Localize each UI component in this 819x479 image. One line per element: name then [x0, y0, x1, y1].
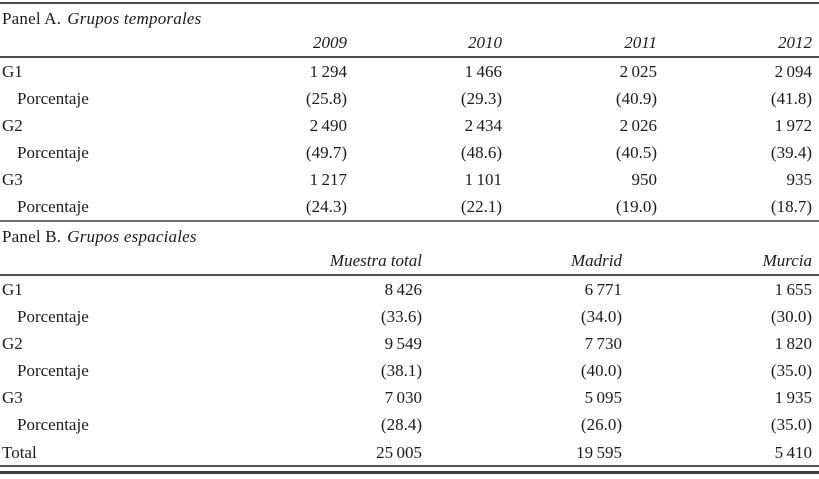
header-spacer: [2, 249, 192, 274]
pct-cell: (40.0): [580, 361, 622, 380]
value-cell: 7 030: [384, 388, 422, 407]
pct-cell: (39.4): [770, 143, 812, 162]
pct-cell: (35.0): [770, 415, 812, 434]
pct-cell: (34.0): [580, 307, 622, 326]
value-cell: 6 771: [584, 280, 622, 299]
pct-cell: (33.6): [380, 307, 422, 326]
pct-cell: (40.5): [615, 143, 657, 162]
value-cell: 9 549: [384, 334, 422, 353]
value-cell: 2 026: [619, 116, 657, 135]
column-header-2010: 2010: [468, 33, 502, 52]
table-row-percentage: Porcentaje (24.3) (22.1) (19.0) (18.7): [0, 193, 819, 220]
table-row-percentage: Porcentaje (33.6) (34.0) (30.0): [0, 303, 819, 330]
pct-cell: (38.1): [380, 361, 422, 380]
panel-separator-rule: [0, 220, 819, 222]
pct-cell: (48.6): [460, 143, 502, 162]
table-row-g3: G3 1 217 1 101 950 935: [0, 166, 819, 193]
column-header-murcia: Murcia: [762, 251, 812, 270]
panel-a-title: Panel A. Grupos temporales: [0, 4, 819, 31]
table-row-percentage: Porcentaje (49.7) (48.6) (40.5) (39.4): [0, 139, 819, 166]
value-cell: 2 094: [774, 62, 812, 81]
table-row-percentage: Porcentaje (25.8) (29.3) (40.9) (41.8): [0, 85, 819, 112]
total-value-cell: 25 005: [376, 443, 422, 462]
pct-cell: (25.8): [305, 89, 347, 108]
panel-b-header-row: Muestra total Madrid Murcia: [0, 249, 819, 274]
column-header-muestra-total: Muestra total: [329, 251, 422, 270]
row-label: G3: [2, 388, 23, 407]
table-row-g3: G3 7 030 5 095 1 935: [0, 384, 819, 411]
pct-cell: (49.7): [305, 143, 347, 162]
value-cell: 1 820: [774, 334, 812, 353]
row-label: Porcentaje: [17, 361, 89, 380]
row-label: Porcentaje: [17, 143, 89, 162]
value-cell: 8 426: [384, 280, 422, 299]
table-row-percentage: Porcentaje (38.1) (40.0) (35.0): [0, 357, 819, 384]
pct-cell: (35.0): [770, 361, 812, 380]
value-cell: 7 730: [584, 334, 622, 353]
value-cell: 2 490: [309, 116, 347, 135]
total-label: Total: [2, 443, 37, 462]
value-cell: 2 434: [464, 116, 502, 135]
row-label: G1: [2, 62, 23, 81]
value-cell: 1 294: [309, 62, 347, 81]
panel-b-header-rule: [0, 274, 819, 276]
panel-b-title: Panel B. Grupos espaciales: [0, 222, 819, 249]
pct-cell: (22.1): [460, 197, 502, 216]
row-label: G2: [2, 334, 23, 353]
row-label: Porcentaje: [17, 415, 89, 434]
pct-cell: (24.3): [305, 197, 347, 216]
value-cell: 1 101: [464, 170, 502, 189]
value-cell: 1 655: [774, 280, 812, 299]
pct-cell: (40.9): [615, 89, 657, 108]
panel-b-title-italic: Grupos espaciales: [67, 227, 197, 246]
panel-a-title-italic: Grupos temporales: [67, 9, 202, 28]
row-label: G3: [2, 170, 23, 189]
bottom-inner-rule: [0, 465, 819, 467]
column-header-2012: 2012: [778, 33, 812, 52]
total-value-cell: 19 595: [576, 443, 622, 462]
value-cell: 1 217: [309, 170, 347, 189]
top-rule: [0, 2, 819, 4]
value-cell: 1 972: [774, 116, 812, 135]
value-cell: 935: [786, 170, 813, 189]
value-cell: 1 935: [774, 388, 812, 407]
value-cell: 2 025: [619, 62, 657, 81]
bottom-outer-rule: [0, 471, 819, 474]
row-label: G2: [2, 116, 23, 135]
panel-b-title-prefix: Panel B.: [2, 227, 62, 246]
table-row-percentage: Porcentaje (28.4) (26.0) (35.0): [0, 411, 819, 438]
value-cell: 950: [631, 170, 658, 189]
table-row-g1: G1 8 426 6 771 1 655: [0, 276, 819, 303]
column-header-2009: 2009: [313, 33, 347, 52]
value-cell: 5 095: [584, 388, 622, 407]
total-value-cell: 5 410: [774, 443, 812, 462]
table-row-g2: G2 9 549 7 730 1 820: [0, 330, 819, 357]
pct-cell: (19.0): [615, 197, 657, 216]
pct-cell: (28.4): [380, 415, 422, 434]
panel-a-header-rule: [0, 56, 819, 58]
panel-a-title-prefix: Panel A.: [2, 9, 62, 28]
column-header-2011: 2011: [624, 33, 657, 52]
pct-cell: (29.3): [460, 89, 502, 108]
value-cell: 1 466: [464, 62, 502, 81]
pct-cell: (41.8): [770, 89, 812, 108]
table-row-g1: G1 1 294 1 466 2 025 2 094: [0, 58, 819, 85]
panel-a-header-row: 2009 2010 2011 2012: [0, 31, 819, 56]
header-spacer: [2, 31, 192, 56]
row-label: Porcentaje: [17, 307, 89, 326]
pct-cell: (30.0): [770, 307, 812, 326]
table-row-g2: G2 2 490 2 434 2 026 1 972: [0, 112, 819, 139]
row-label: Porcentaje: [17, 89, 89, 108]
column-header-madrid: Madrid: [571, 251, 622, 270]
table-row-total: Total 25 005 19 595 5 410: [0, 438, 819, 465]
row-label: Porcentaje: [17, 197, 89, 216]
pct-cell: (26.0): [580, 415, 622, 434]
pct-cell: (18.7): [770, 197, 812, 216]
row-label: G1: [2, 280, 23, 299]
